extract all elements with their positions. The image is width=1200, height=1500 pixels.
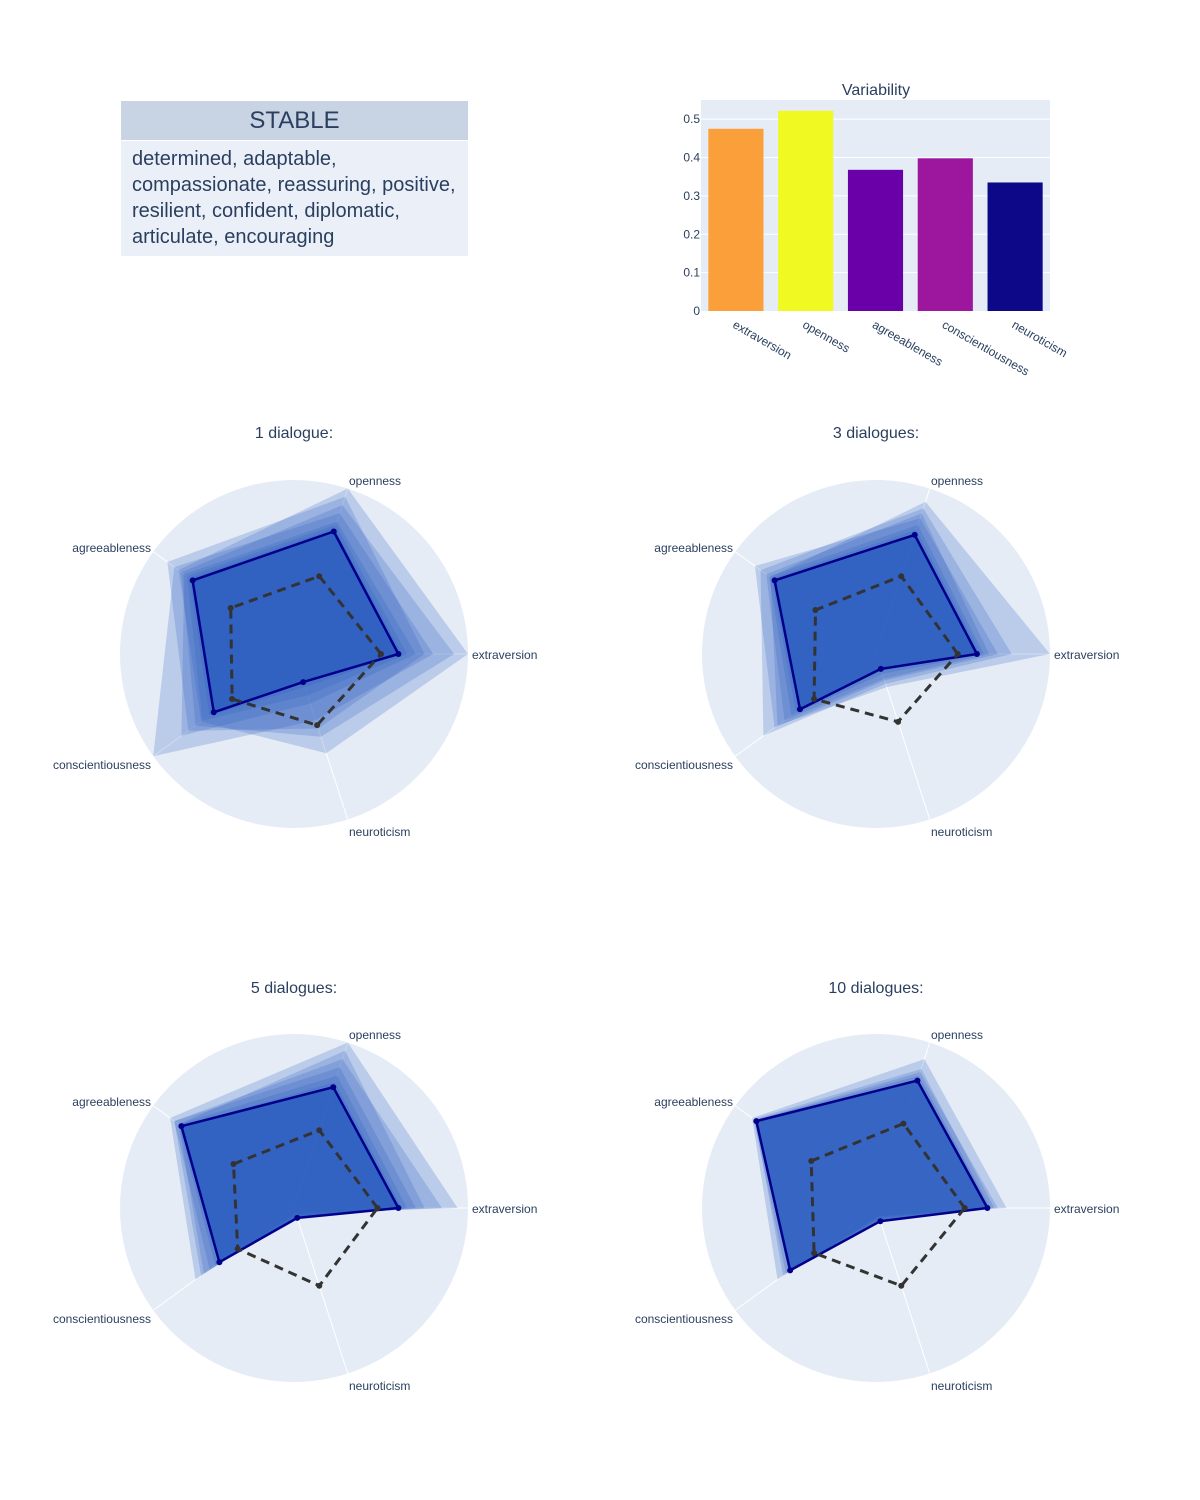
bar-openness: [778, 110, 834, 311]
radar-chart-3-dialogues: 3 dialogues: extraversion openness agreeab…: [635, 425, 1119, 839]
radar-spoke: [875, 1207, 931, 1374]
radar-reference-point: [954, 651, 961, 657]
bar-xtick-label: neuroticism: [1010, 317, 1070, 360]
radar-reference-point: [316, 573, 323, 580]
radar-mean-point: [984, 1205, 991, 1211]
radar-spoke: [875, 653, 931, 820]
radar-chart-5-dialogues: 5 dialogues: extraversion openness agreeab…: [53, 980, 537, 1393]
traits-table-header: STABLE: [121, 101, 468, 140]
radar-reference-point: [227, 604, 234, 611]
radar-reference-line: [809, 1121, 967, 1288]
radar-axis-label: neuroticism: [349, 1379, 410, 1393]
radar-title: 10 dialogues:: [828, 980, 923, 997]
radar-reference-point: [234, 1245, 241, 1252]
radar-reference-point: [811, 696, 818, 703]
radar-axis-label: agreeableness: [72, 541, 151, 555]
radar-mean-point: [395, 651, 402, 657]
radar-mean-point: [294, 1214, 301, 1221]
radar-mean-line: [755, 1079, 989, 1272]
radar-reference-point: [229, 696, 236, 703]
radar-mean-point: [877, 665, 884, 672]
bar-ytick-label: 0: [693, 304, 700, 318]
radar-axis-label: agreeableness: [654, 541, 733, 555]
radar-axis-label: extraversion: [1054, 1202, 1119, 1216]
bar-neuroticism: [987, 182, 1043, 311]
radar-reference-line: [229, 574, 383, 727]
radar-title: 5 dialogues:: [251, 980, 337, 997]
bar-xtick-label: extraversion: [730, 317, 794, 362]
radar-axis-label: neuroticism: [349, 825, 410, 839]
radar-reference-point: [316, 1127, 323, 1134]
radar-reference-point: [900, 1120, 907, 1127]
bar-xtick-label: openness: [800, 317, 852, 355]
radar-reference-point: [316, 1282, 323, 1289]
bar-ytick-label: 0.2: [683, 227, 700, 241]
bar-ytick-label: 0.1: [683, 266, 700, 280]
radar-axis-label: neuroticism: [931, 1379, 992, 1393]
bar-ytick-label: 0.3: [683, 189, 700, 203]
radar-axis-label: conscientiousness: [635, 758, 733, 772]
bar-ytick-label: 0.5: [683, 112, 700, 126]
radar-reference-point: [811, 1250, 818, 1257]
radar-axis-label: extraversion: [472, 648, 537, 662]
radar-chart-1-dialogue: 1 dialogue: extraversion openness agreeabl…: [53, 425, 537, 839]
radar-mean-line: [773, 533, 979, 711]
radar-axis-label: agreeableness: [654, 1095, 733, 1109]
radar-mean-point: [877, 1218, 884, 1225]
radar-mean-point: [771, 577, 778, 584]
radar-reference-point: [961, 1205, 968, 1211]
bar-agreeableness: [847, 169, 904, 311]
radar-mean-point: [189, 577, 196, 584]
radar-reference-point: [374, 1205, 381, 1211]
radar-mean-point: [973, 651, 980, 657]
radar-axis-label: openness: [349, 474, 401, 488]
traits-table-cell: determined, adaptable, compassionate, re…: [121, 141, 468, 256]
radar-reference-point: [808, 1157, 815, 1164]
bar-extraversion: [708, 128, 764, 311]
radar-mean-point: [178, 1123, 185, 1130]
radar-mean-point: [330, 1084, 337, 1091]
radar-mean-point: [300, 679, 307, 686]
traits-table: STABLE determined, adaptable, compassion…: [121, 101, 468, 256]
radar-reference-point: [314, 722, 321, 729]
radar-spoke: [293, 1207, 349, 1374]
radar-axis-label: openness: [931, 1028, 983, 1042]
bar-ytick-label: 0.4: [683, 151, 700, 165]
radar-axis-label: openness: [349, 1028, 401, 1042]
radar-reference-point: [378, 651, 384, 657]
radar-reference-line: [812, 574, 960, 724]
radar-mean-point: [914, 1077, 921, 1084]
radar-axis-label: openness: [931, 474, 983, 488]
radar-axis-label: conscientiousness: [635, 1312, 733, 1326]
radar-title: 3 dialogues:: [833, 425, 919, 442]
radar-reference-point: [898, 1282, 905, 1289]
radar-reference-line: [231, 1128, 380, 1288]
bar-chart-title: Variability: [842, 82, 910, 99]
radar-axis-label: extraversion: [472, 1202, 537, 1216]
radar-axis-label: conscientiousness: [53, 758, 151, 772]
radar-mean-point: [210, 709, 217, 716]
bar-conscientiousness: [917, 158, 973, 311]
radar-reference-point: [898, 573, 905, 580]
radar-axis-label: agreeableness: [72, 1095, 151, 1109]
radar-mean-point: [330, 528, 337, 535]
radar-mean-line: [191, 530, 400, 714]
radar-reference-point: [895, 718, 902, 725]
radar-axis-label: neuroticism: [931, 825, 992, 839]
variability-bar-chart: Variability 0 0.1 0.2 0.3 0.4 0.5 extraversion…: [683, 82, 1069, 379]
radar-mean-point: [796, 706, 803, 713]
radar-mean-point: [216, 1259, 223, 1266]
radar-reference-point: [230, 1161, 237, 1168]
radar-chart-10-dialogues: 10 dialogues: extraversion openness agreea…: [635, 980, 1119, 1393]
bar-xtick-label: agreeableness: [870, 317, 945, 368]
radar-mean-point: [753, 1118, 760, 1125]
radar-mean-point: [911, 531, 918, 538]
radar-mean-point: [787, 1267, 794, 1274]
radar-title: 1 dialogue:: [255, 425, 333, 442]
radar-axis-label: extraversion: [1054, 648, 1119, 662]
radar-reference-point: [812, 607, 819, 614]
radar-mean-point: [395, 1205, 402, 1211]
radar-axis-label: conscientiousness: [53, 1312, 151, 1326]
